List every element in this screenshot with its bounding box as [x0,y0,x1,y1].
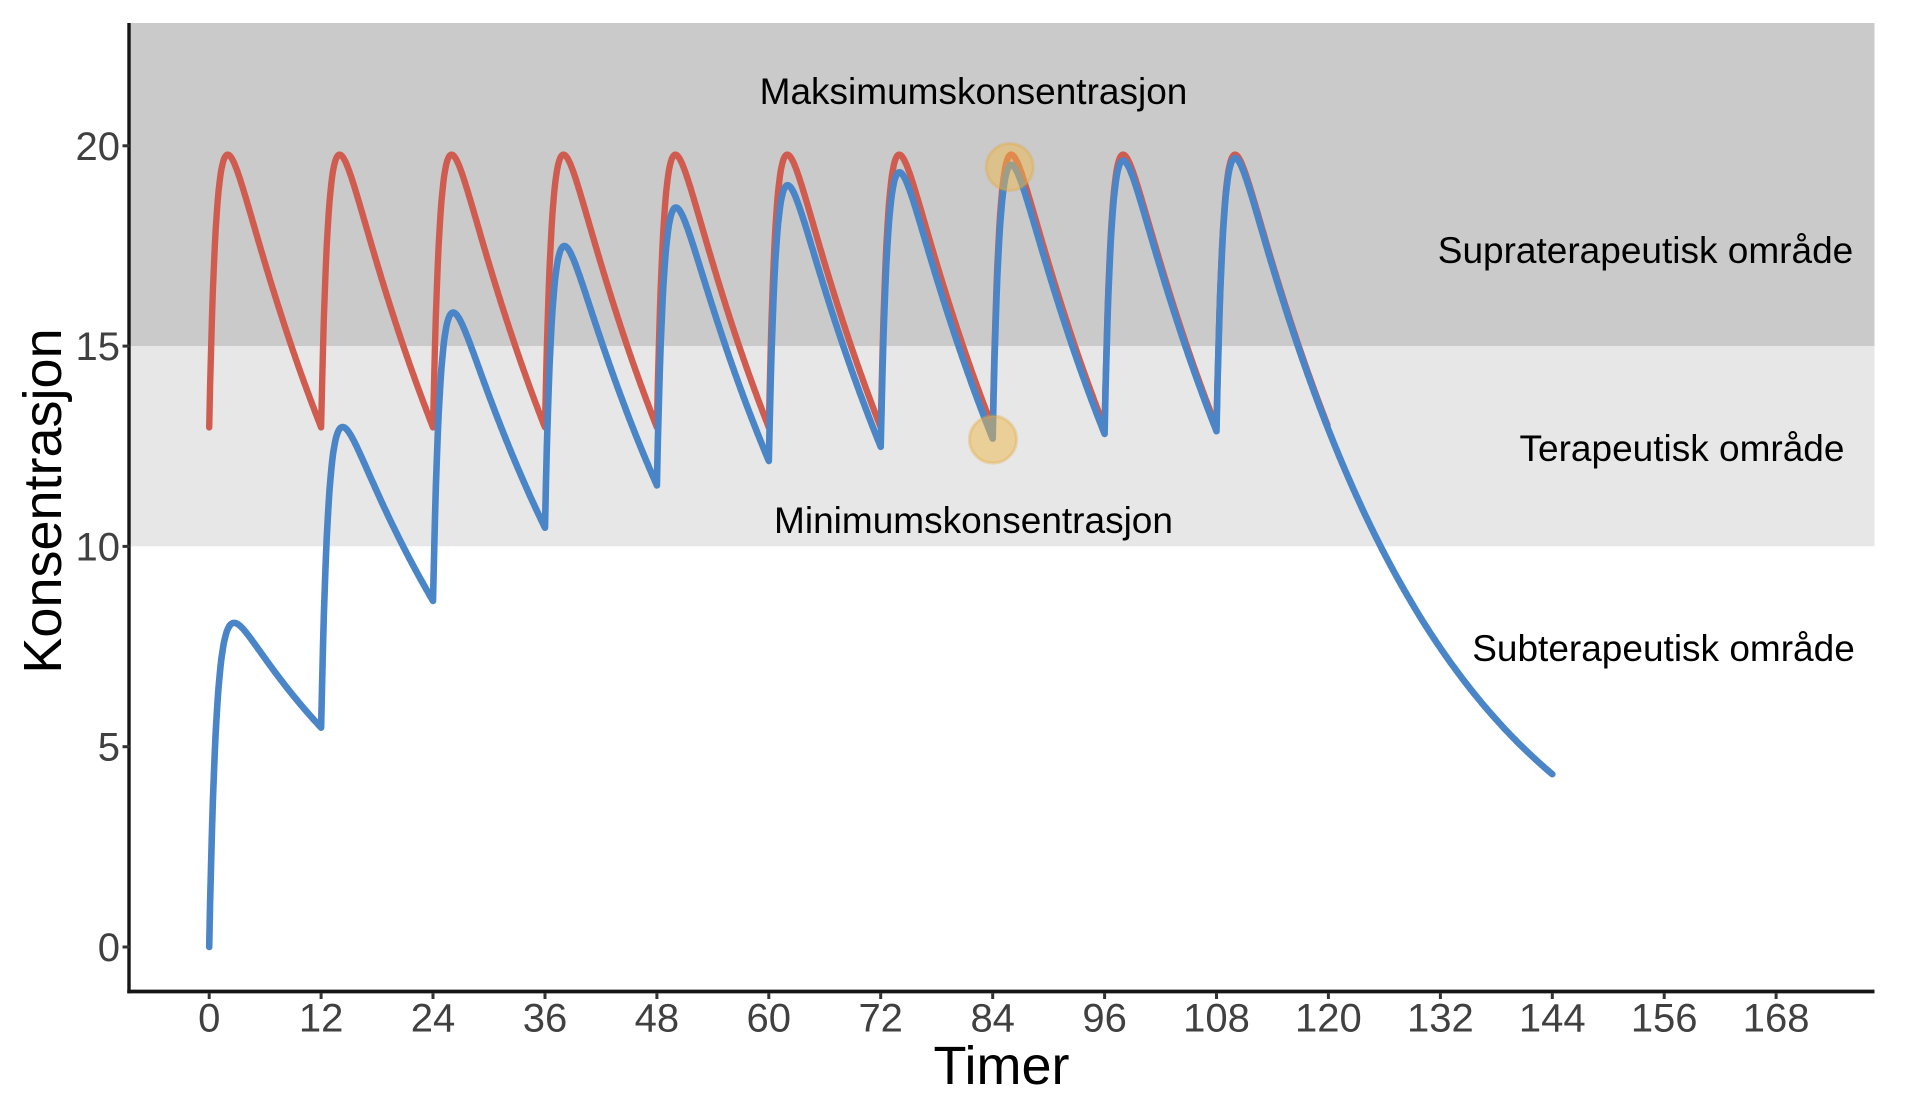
svg-text:24: 24 [411,997,456,1041]
svg-text:48: 48 [635,997,680,1041]
svg-text:0: 0 [98,926,120,970]
svg-text:Subterapeutisk område: Subterapeutisk område [1472,628,1855,669]
svg-text:96: 96 [1082,997,1127,1041]
svg-text:Timer: Timer [934,1036,1070,1096]
svg-text:60: 60 [747,997,792,1041]
svg-text:Maksimumskonsentrasjon: Maksimumskonsentrasjon [760,71,1188,112]
svg-text:Supraterapeutisk område: Supraterapeutisk område [1438,230,1853,271]
svg-text:15: 15 [76,325,121,369]
svg-text:Minimumskonsentrasjon: Minimumskonsentrasjon [774,500,1173,541]
svg-text:120: 120 [1295,997,1362,1041]
svg-text:36: 36 [523,997,568,1041]
svg-text:10: 10 [76,525,121,569]
svg-text:20: 20 [76,125,121,169]
svg-text:168: 168 [1743,997,1810,1041]
svg-text:84: 84 [970,997,1015,1041]
svg-text:156: 156 [1631,997,1698,1041]
svg-text:108: 108 [1183,997,1250,1041]
svg-text:132: 132 [1407,997,1474,1041]
svg-text:Terapeutisk område: Terapeutisk område [1520,428,1845,469]
svg-text:12: 12 [299,997,344,1041]
svg-text:144: 144 [1519,997,1586,1041]
svg-text:72: 72 [858,997,903,1041]
svg-text:5: 5 [98,726,120,770]
svg-text:0: 0 [198,997,220,1041]
svg-text:Konsentrasjon: Konsentrasjon [13,328,73,673]
